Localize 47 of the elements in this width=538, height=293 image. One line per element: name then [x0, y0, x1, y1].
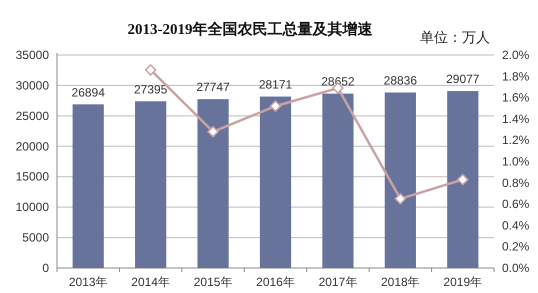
point [270, 100, 282, 112]
y2-tick-label: 0.0% [502, 261, 530, 275]
x-tick-label: 2016年 [256, 275, 295, 289]
y2-tick-label: 1.8% [502, 69, 530, 84]
y-tick-label: 5000 [22, 230, 50, 245]
y-tick-label: 20000 [16, 139, 50, 154]
y2-tick-label: 0.6% [502, 197, 530, 212]
bar [135, 101, 166, 268]
bar [384, 92, 416, 268]
data-label: 28836 [384, 74, 418, 88]
bar [260, 96, 292, 268]
y2-tick-label: 1.6% [502, 90, 530, 105]
y2-tick-label: 2.0% [502, 48, 530, 62]
point [457, 174, 469, 186]
x-tick-label: 2013年 [68, 275, 108, 289]
point [144, 64, 156, 76]
y2-tick-label: 1.2% [502, 133, 530, 148]
x-tick-label: 2015年 [194, 275, 232, 289]
x-tick-label: 2018年 [381, 275, 420, 289]
x-tick-label: 2014年 [131, 275, 170, 289]
y2-tick-label: 1.4% [502, 112, 530, 126]
y-tick-label: 25000 [16, 108, 50, 123]
bar [447, 91, 478, 268]
y-tick-label: 15000 [16, 170, 50, 184]
data-label: 28171 [258, 78, 293, 92]
bar [322, 94, 354, 268]
y2-tick-label: 1.0% [502, 154, 530, 168]
chart-title: 2013-2019年全国农民工总量及其增速 [128, 21, 374, 38]
y-tick-label: 10000 [16, 200, 50, 214]
data-label: 27395 [134, 82, 168, 96]
text: 单位：万人 [420, 29, 490, 45]
data-label: 27747 [196, 80, 230, 94]
data-label: 28652 [321, 74, 355, 89]
y-tick-label: 30000 [16, 78, 50, 92]
x-tick-label: 2019年 [443, 275, 482, 289]
data-label: 26894 [72, 85, 106, 100]
data-label: 29077 [446, 72, 480, 86]
y2-tick-label: 0.2% [502, 240, 530, 254]
y2-tick-label: 0.8% [502, 176, 530, 190]
bar [197, 99, 229, 268]
point [394, 193, 406, 205]
y2-tick-label: 0.4% [502, 218, 530, 232]
bar [72, 104, 104, 268]
y-tick-label: 35000 [16, 48, 50, 62]
point [207, 126, 219, 138]
x-tick-label: 2017年 [318, 275, 358, 289]
y-tick-label: 0 [42, 261, 50, 275]
